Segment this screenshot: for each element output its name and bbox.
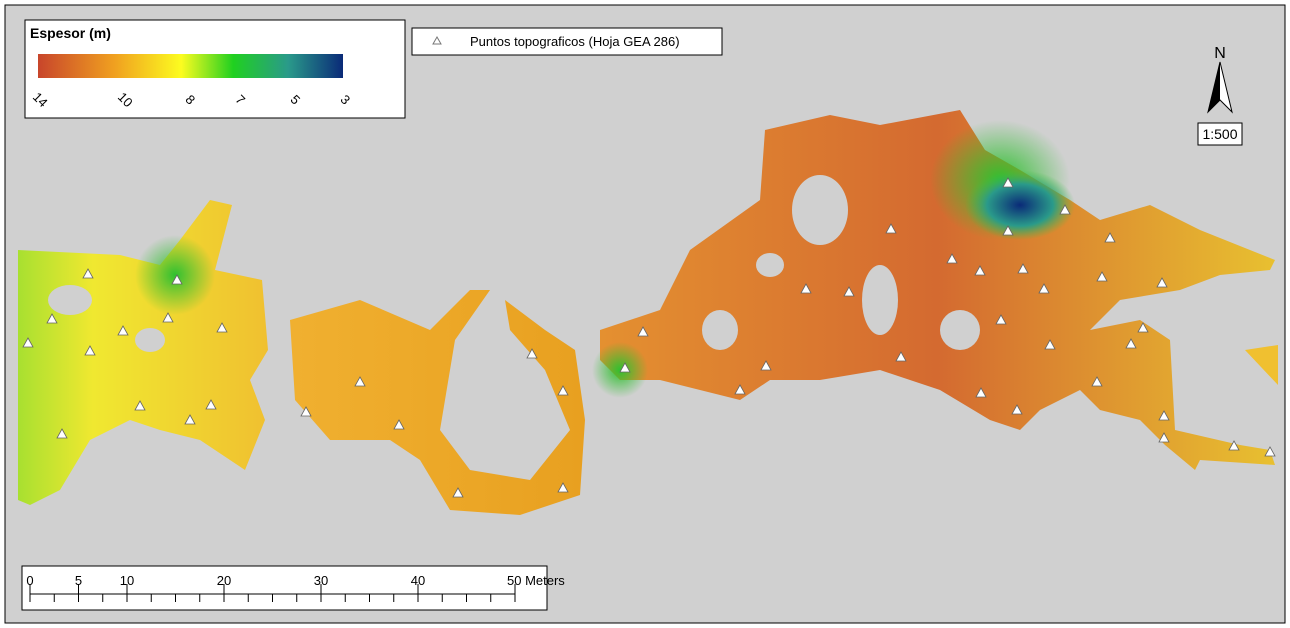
survey-point	[734, 384, 746, 395]
scale-bar-label: 30	[314, 573, 328, 588]
survey-point	[393, 419, 405, 430]
survey-point	[1137, 322, 1149, 333]
survey-point	[1228, 440, 1240, 451]
scale-bar-label: 10	[120, 573, 134, 588]
cave-area	[290, 290, 585, 515]
survey-point	[1044, 339, 1056, 350]
survey-point	[1125, 338, 1137, 349]
survey-point	[895, 351, 907, 362]
survey-point	[56, 428, 68, 439]
scale-bar-label: 0	[26, 573, 33, 588]
survey-point	[885, 223, 897, 234]
thickness-zone	[135, 235, 215, 315]
survey-point	[1002, 225, 1014, 236]
survey-points	[22, 177, 1276, 498]
scale-bar-label: 5	[75, 573, 82, 588]
survey-point	[619, 362, 631, 373]
survey-point	[760, 360, 772, 371]
thickness-zone	[965, 170, 1075, 240]
survey-point	[1104, 232, 1116, 243]
survey-point	[205, 399, 217, 410]
survey-point	[843, 286, 855, 297]
survey-point	[1002, 177, 1014, 188]
survey-point	[162, 312, 174, 323]
points-legend: Puntos topograficos (Hoja GEA 286)	[470, 34, 680, 49]
survey-point	[557, 385, 569, 396]
scale-bar-box	[21, 565, 548, 611]
points-legend-box	[411, 27, 723, 56]
survey-point	[1059, 204, 1071, 215]
survey-point	[800, 283, 812, 294]
scale-box	[1197, 122, 1243, 146]
survey-point	[1264, 446, 1276, 457]
survey-point	[216, 322, 228, 333]
survey-point	[1017, 263, 1029, 274]
survey-point	[1158, 410, 1170, 421]
legend-title: Espesor (m)	[30, 25, 111, 41]
survey-point	[1091, 376, 1103, 387]
survey-point	[1158, 432, 1170, 443]
survey-point	[637, 326, 649, 337]
survey-point	[946, 253, 958, 264]
survey-point	[84, 345, 96, 356]
scale-bar-label: 20	[217, 573, 231, 588]
survey-point	[557, 482, 569, 493]
north-label: N	[1214, 45, 1226, 62]
survey-point	[184, 414, 196, 425]
survey-point	[1011, 404, 1023, 415]
survey-point	[1096, 271, 1108, 282]
cave-area	[1245, 345, 1278, 385]
thickness-zone	[592, 342, 648, 398]
colorbar	[38, 54, 343, 78]
scale-bar-label: 40	[411, 573, 425, 588]
survey-point	[171, 274, 183, 285]
survey-point	[974, 265, 986, 276]
survey-point	[1038, 283, 1050, 294]
survey-point	[22, 337, 34, 348]
scale-text: 1:500	[1202, 126, 1237, 142]
survey-point	[1156, 277, 1168, 288]
survey-point	[995, 314, 1007, 325]
survey-point	[117, 325, 129, 336]
survey-point	[526, 348, 538, 359]
survey-point	[452, 487, 464, 498]
survey-point	[134, 400, 146, 411]
survey-point	[82, 268, 94, 279]
survey-point	[46, 313, 58, 324]
cave-holes	[48, 175, 980, 352]
point-symbol	[432, 35, 442, 45]
scale-bar: 0 5 10 20 30 40 50 Meters	[26, 573, 565, 602]
survey-point	[300, 406, 312, 417]
cave-area	[600, 110, 1275, 470]
scale-bar-label: 50 Meters	[507, 573, 565, 588]
survey-point	[354, 376, 366, 387]
north-arrow	[1208, 62, 1220, 112]
survey-point	[975, 387, 987, 398]
